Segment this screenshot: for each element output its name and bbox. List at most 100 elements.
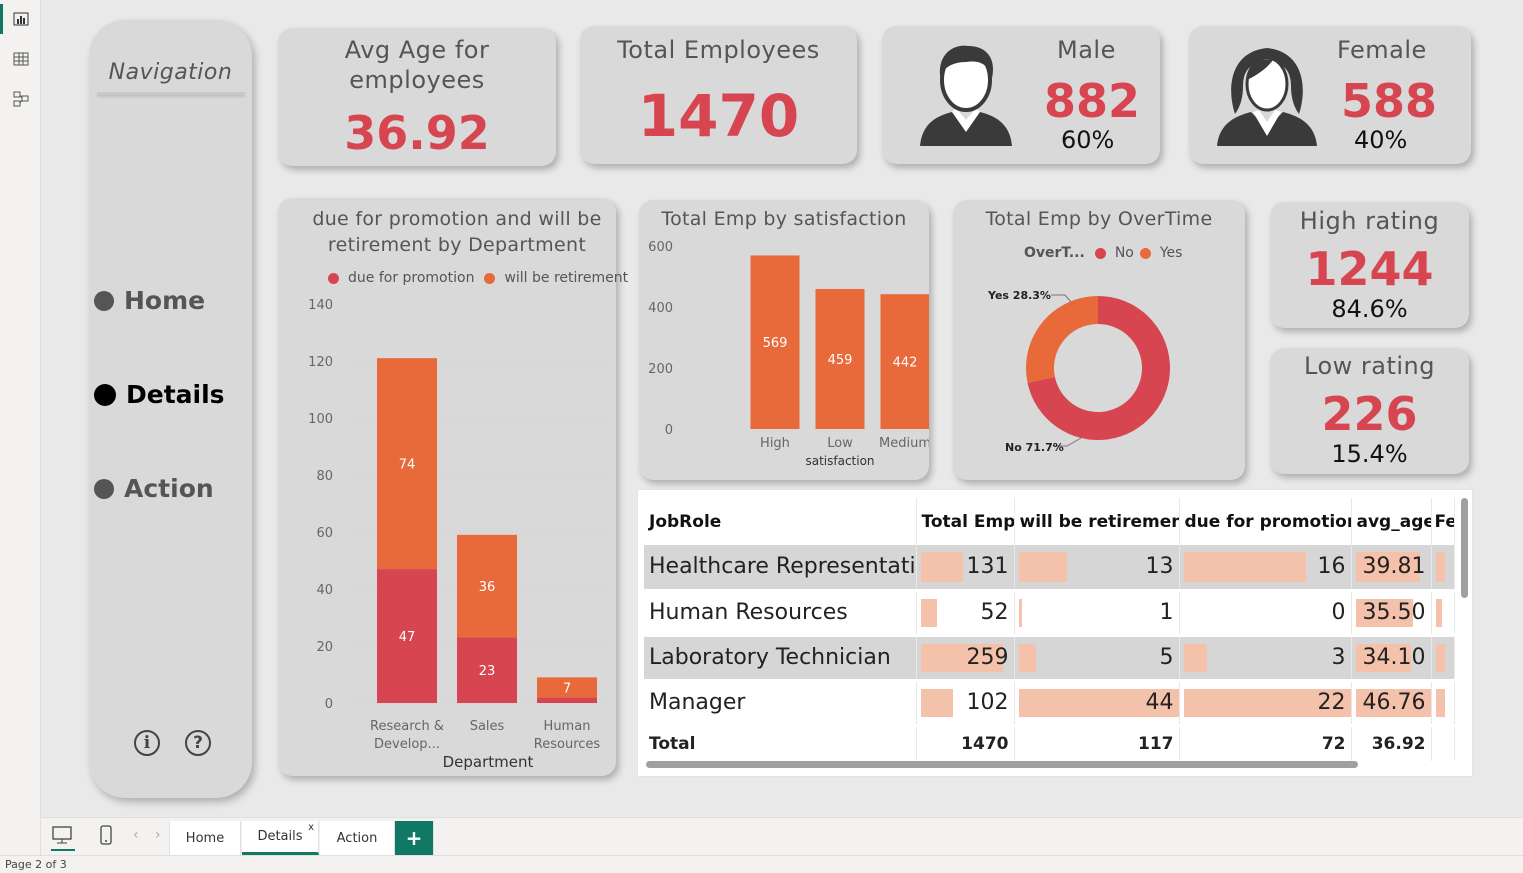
cell-total-emp: 131: [916, 545, 1015, 592]
model-view-button[interactable]: [10, 88, 32, 110]
total-label: Total: [644, 725, 917, 761]
cell-avg-age: 35.50: [1351, 590, 1432, 637]
nav-details-label: Details: [126, 380, 225, 409]
x-axis-title: satisfaction: [805, 454, 874, 468]
data-bar: [920, 598, 938, 627]
data-bar: [1018, 552, 1067, 582]
data-view-button[interactable]: [10, 48, 32, 70]
data-bar: [1355, 598, 1414, 627]
satisfaction-bar[interactable]: [880, 294, 930, 429]
cell-avg-age: 39.81: [1351, 545, 1432, 592]
female-person-icon: [1217, 48, 1317, 146]
data-bar: [1018, 688, 1178, 717]
bar-will-be-retirement[interactable]: [537, 677, 597, 698]
donut-slice-yes[interactable]: [1026, 296, 1098, 383]
donut-slice-no[interactable]: [1027, 296, 1170, 440]
nav-bullet-icon: [94, 478, 114, 499]
y-tick-label: 200: [648, 362, 673, 377]
cell-promotion-value: 16: [1317, 554, 1346, 580]
y-tick-label: 80: [316, 469, 333, 484]
legend-yes-label: Yes: [1159, 245, 1183, 261]
nav-action-button[interactable]: Action: [94, 474, 214, 503]
table-row[interactable]: Healthcare Representative 131 13 16 39.81: [644, 545, 1455, 592]
high-rating-label: High rating: [1299, 207, 1440, 235]
cell-retirement: 5: [1014, 635, 1180, 682]
y-tick-label: 0: [325, 697, 333, 712]
add-page-button[interactable]: +: [395, 821, 434, 855]
nav-action-label: Action: [124, 474, 214, 503]
cell-promotion: 3: [1179, 635, 1352, 682]
next-page-arrow[interactable]: ›: [155, 827, 161, 843]
bar-data-label: 36: [479, 580, 496, 595]
x-tick-label: Research &: [370, 719, 444, 734]
nav-bullet-icon: [94, 383, 116, 406]
avg-age-label-line2: employees: [349, 66, 485, 94]
bar-will-be-retirement[interactable]: [377, 358, 437, 570]
y-tick-label: 120: [308, 355, 333, 370]
column-header-female[interactable]: Fe: [1431, 498, 1455, 545]
page-tab-home[interactable]: Home: [169, 821, 241, 855]
nav-home-label: Home: [124, 286, 206, 315]
bar-will-be-retirement[interactable]: [457, 534, 517, 638]
table-row[interactable]: Laboratory Technician 259 5 3 34.10: [644, 635, 1455, 682]
info-icon[interactable]: i: [134, 730, 160, 756]
report-view-button[interactable]: [0, 4, 32, 34]
help-icon[interactable]: ?: [185, 730, 211, 756]
nav-details-button[interactable]: Details: [94, 380, 225, 409]
table-row[interactable]: Human Resources 52 1 0 35.50: [644, 590, 1455, 637]
cell-retirement: 44: [1014, 680, 1180, 727]
cell-female: [1431, 680, 1455, 727]
column-header-total-emp[interactable]: Total Emp: [916, 498, 1015, 545]
prev-page-arrow[interactable]: ‹: [133, 827, 139, 843]
page-tab-details[interactable]: Details x: [242, 821, 319, 855]
close-tab-icon[interactable]: x: [308, 822, 314, 833]
cell-total-emp: 259: [916, 635, 1015, 682]
bar-due-for-promotion[interactable]: [537, 697, 597, 703]
cell-avg-age-value: 35.50: [1362, 600, 1426, 625]
table-horizontal-scrollbar[interactable]: [646, 761, 1358, 768]
column-header-promotion[interactable]: due for promotion: [1179, 498, 1352, 545]
x-tick-label: Medium: [879, 436, 929, 451]
column-header-jobrole[interactable]: JobRole: [644, 498, 917, 545]
table-vertical-scrollbar[interactable]: [1461, 498, 1468, 598]
donut-label-no: No 71.7%: [1005, 441, 1064, 454]
female-label: Female: [1337, 36, 1427, 64]
nav-home-button[interactable]: Home: [94, 286, 205, 315]
y-tick-label: 600: [648, 240, 673, 255]
table-row[interactable]: Manager 102 44 22 46.76: [644, 680, 1455, 727]
satisfaction-bar[interactable]: [815, 289, 865, 429]
data-bar: [1435, 552, 1446, 582]
legend-red-dot-icon: [1094, 247, 1106, 259]
data-bar: [1435, 643, 1446, 672]
data-bar: [1183, 552, 1307, 582]
bar-data-label: 74: [399, 458, 416, 473]
cell-total-emp-value: 52: [980, 600, 1009, 625]
bar-data-label: 23: [479, 664, 496, 679]
desktop-layout-button[interactable]: [51, 824, 75, 851]
cell-total-emp-value: 131: [966, 554, 1009, 580]
page-tab-action[interactable]: Action: [320, 821, 395, 855]
view-rail: [0, 0, 41, 855]
low-rating-card: Low rating 226 15.4%: [1270, 348, 1469, 474]
bar-chart-icon: [13, 12, 29, 26]
cell-female: [1431, 635, 1455, 682]
data-bar: [1355, 552, 1421, 582]
bar-due-for-promotion[interactable]: [457, 637, 517, 703]
report-canvas: Navigation Home Details Action i ? Avg A…: [41, 0, 1523, 817]
bar-due-for-promotion[interactable]: [377, 569, 437, 703]
column-header-avg-age[interactable]: avg_age: [1351, 498, 1432, 545]
column-header-retirement[interactable]: will be retirement: [1014, 498, 1180, 545]
cell-jobrole-value: Laboratory Technician: [649, 645, 891, 670]
legend-retire-label: will be retirement: [504, 270, 629, 286]
cell-promotion: 16: [1179, 545, 1352, 592]
x-tick-label: Low: [827, 436, 853, 451]
x-tick-label: Sales: [470, 719, 505, 734]
satisfaction-bar[interactable]: [750, 255, 800, 429]
mobile-layout-button[interactable]: [99, 824, 113, 850]
x-axis-title: Department: [443, 753, 534, 771]
legend-red-dot-icon: [328, 272, 339, 284]
monitor-icon: [52, 826, 72, 844]
legend-no-label: No: [1114, 245, 1134, 261]
cell-promotion-value: 22: [1317, 690, 1346, 715]
y-tick-label: 400: [648, 301, 673, 316]
